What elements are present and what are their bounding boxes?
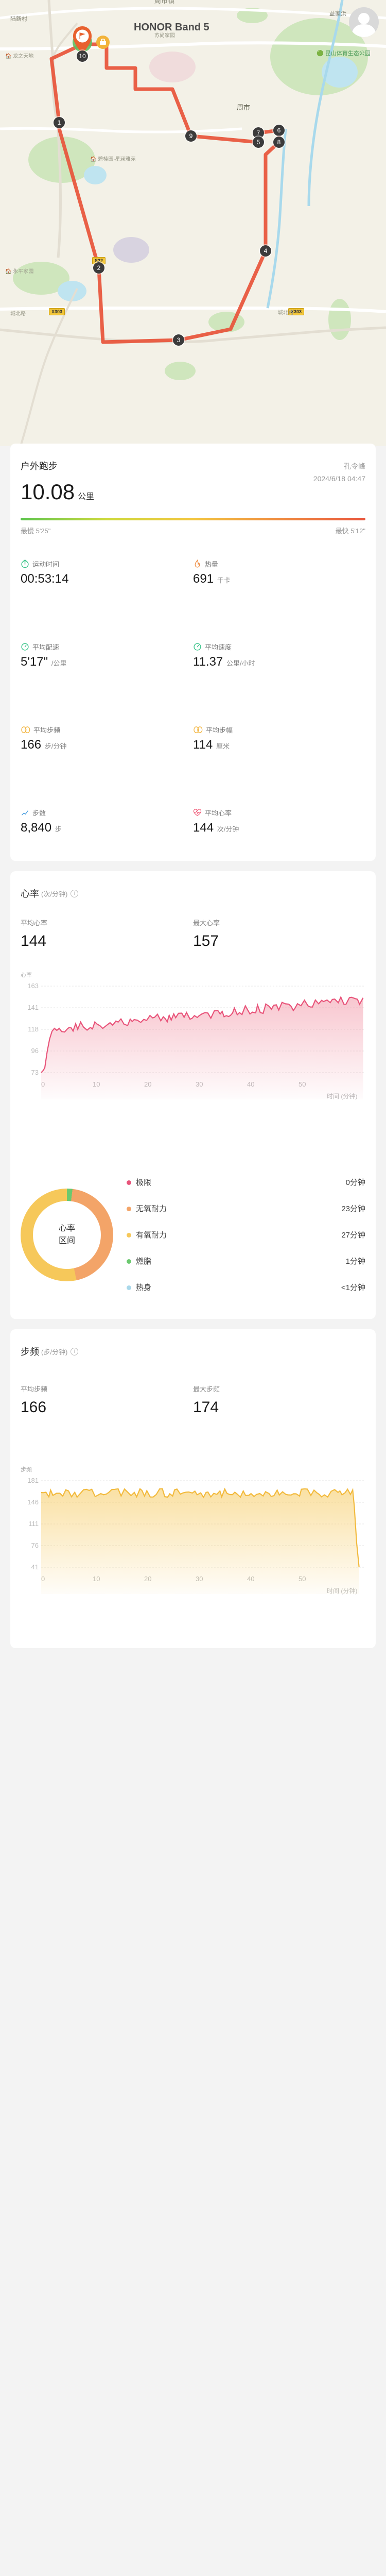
svg-text:146: 146 [27, 1498, 39, 1506]
svg-text:41: 41 [31, 1563, 39, 1571]
svg-text:163: 163 [27, 982, 39, 990]
svg-text:118: 118 [28, 1025, 39, 1033]
svg-text:76: 76 [31, 1541, 39, 1549]
svg-text:96: 96 [31, 1047, 39, 1055]
svg-text:73: 73 [31, 1069, 39, 1076]
svg-text:111: 111 [28, 1520, 39, 1528]
svg-text:181: 181 [27, 1477, 39, 1484]
svg-text:141: 141 [27, 1004, 39, 1011]
